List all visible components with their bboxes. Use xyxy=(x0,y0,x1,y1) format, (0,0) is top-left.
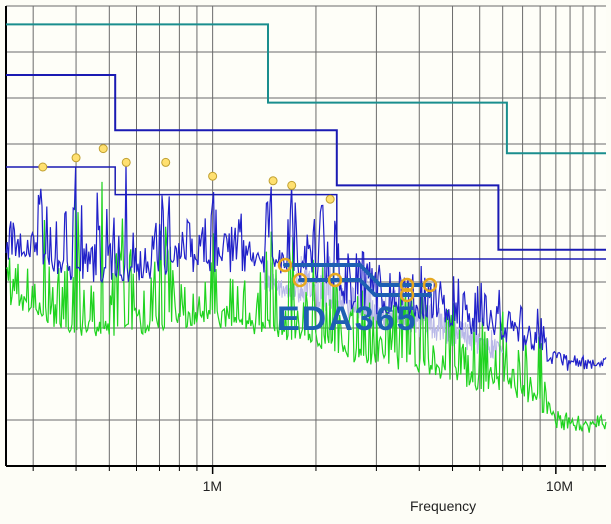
peak-marker xyxy=(326,195,334,203)
peak-marker xyxy=(269,177,277,185)
peak-marker xyxy=(209,172,217,180)
chart-canvas xyxy=(0,0,611,524)
spectrum-chart: Frequency 1M 10M EDA365 xyxy=(0,0,611,524)
x-tick-10M: 10M xyxy=(546,478,573,494)
peak-marker xyxy=(99,145,107,153)
peak-marker xyxy=(72,154,80,162)
peak-marker xyxy=(39,163,47,171)
peak-marker xyxy=(288,181,296,189)
x-tick-1M: 1M xyxy=(203,478,222,494)
peak-marker xyxy=(162,158,170,166)
peak-marker xyxy=(122,158,130,166)
x-axis-label: Frequency xyxy=(410,498,476,514)
